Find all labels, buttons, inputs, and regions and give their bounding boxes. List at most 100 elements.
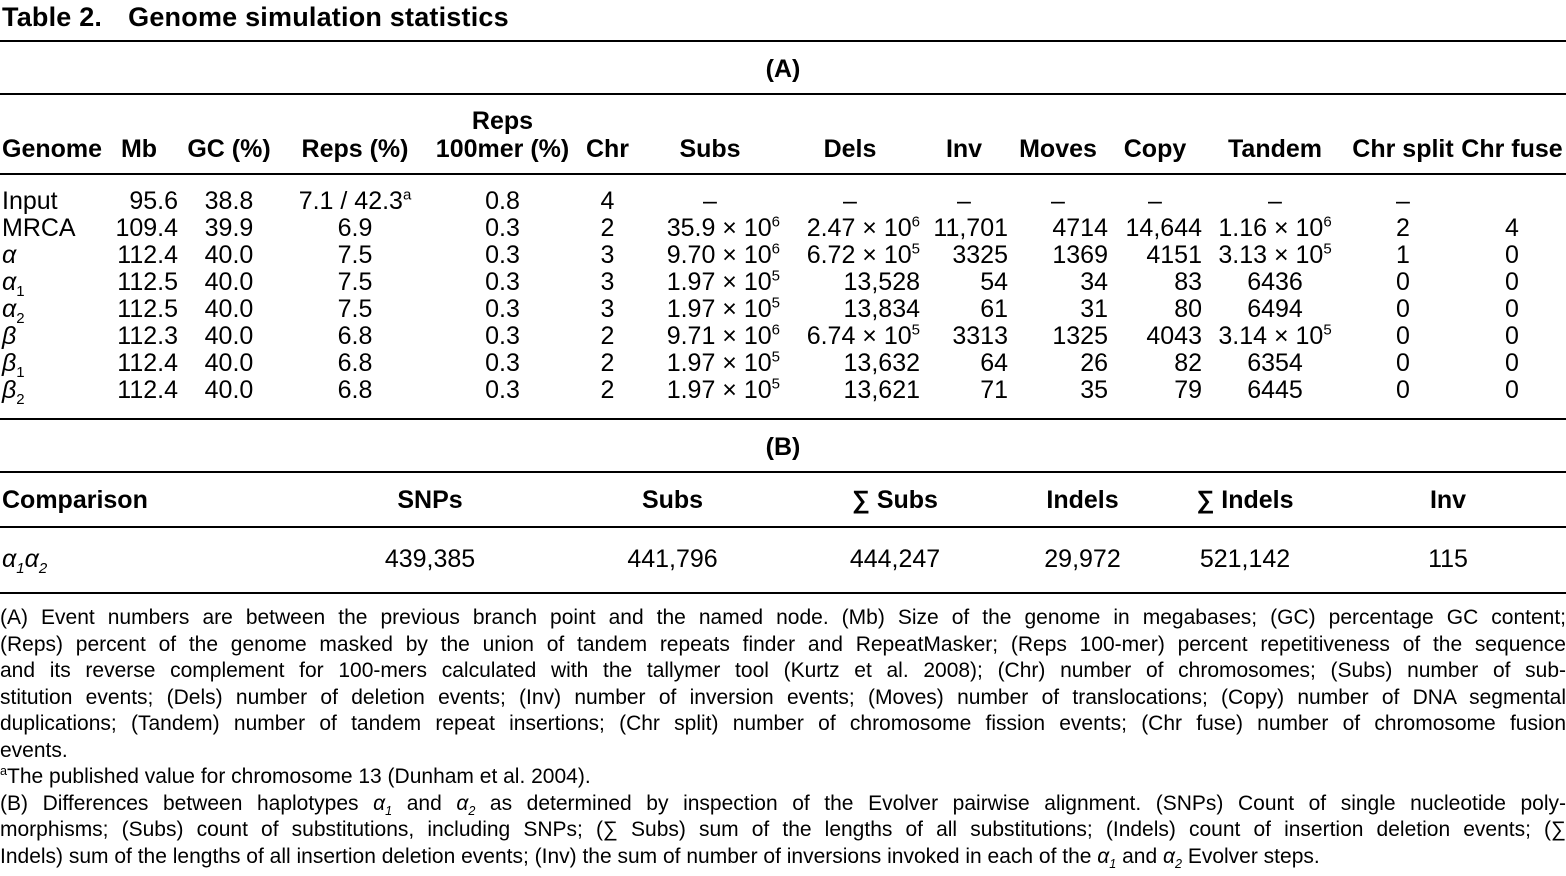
table-cell: β2 bbox=[2, 376, 25, 408]
table-cell: MRCA bbox=[2, 214, 76, 242]
table-cell: 6445 bbox=[1247, 376, 1303, 404]
footnote-line: morphisms; (Subs) count of substitutions… bbox=[0, 818, 1566, 841]
table-cell: 3313 bbox=[952, 322, 1008, 350]
table-row: α1 112.5 40.0 7.5 0.3 3 1.97 × 105 13,528 54 34 83… bbox=[0, 268, 1566, 300]
table-cell: 6.74 × 105 bbox=[806, 321, 920, 350]
table-cell: 0 bbox=[1505, 295, 1519, 323]
table-cell: 4714 bbox=[1052, 214, 1108, 242]
table-cell: 1369 bbox=[1052, 241, 1108, 269]
table-cell: 40.0 bbox=[204, 295, 254, 323]
table-cell: α1α2 bbox=[2, 545, 48, 577]
footnotes: (A) Event numbers are between the previo… bbox=[0, 605, 1566, 870]
table-cell: 6.8 bbox=[337, 349, 373, 377]
table-cell: 7.5 bbox=[337, 241, 373, 269]
table-cell: 13,834 bbox=[843, 295, 920, 323]
table-cell: – bbox=[843, 187, 857, 215]
footnote-line: (Reps) percent of the genome masked by t… bbox=[0, 632, 1566, 656]
column-header: GC (%) bbox=[178, 95, 280, 175]
table-cell: 0.3 bbox=[485, 376, 520, 404]
table-cell: 0 bbox=[1505, 241, 1519, 269]
table-row: Input 95.6 38.8 7.1 / 42.3a 0.8 4 – – – – – – – bbox=[0, 174, 1566, 215]
table-cell: 441,796 bbox=[627, 545, 718, 573]
column-header: Dels bbox=[780, 95, 920, 175]
table-cell: 31 bbox=[1080, 295, 1108, 323]
table-cell: 40.0 bbox=[204, 322, 254, 350]
footnote-line: Indels) sum of the lengths of all insert… bbox=[0, 844, 1320, 871]
table-cell: 2 bbox=[600, 376, 615, 404]
table-cell: 6.72 × 105 bbox=[806, 240, 920, 269]
table-cell: 40.0 bbox=[204, 376, 254, 404]
column-header: Tandem bbox=[1202, 95, 1348, 175]
table-row: MRCA 109.4 39.9 6.9 0.3 2 35.9 × 106 2.47 × 106… bbox=[0, 215, 1566, 242]
table-cell: 35 bbox=[1080, 376, 1108, 404]
table-cell: 0.3 bbox=[485, 349, 520, 377]
table-cell bbox=[1458, 174, 1566, 215]
table-cell: 14,644 bbox=[1125, 214, 1202, 242]
table-cell: α2 bbox=[2, 295, 25, 327]
column-header: ∑ Subs bbox=[785, 473, 1005, 528]
table-row: α1α2 439,385 441,796 444,247 29,972 521,142 11… bbox=[0, 527, 1566, 593]
column-header: ∑ Indels bbox=[1160, 473, 1330, 528]
table-cell: 0.3 bbox=[485, 322, 520, 350]
table-cell: 0 bbox=[1396, 295, 1410, 323]
table-cell: 4 bbox=[1505, 214, 1519, 242]
table-cell: 112.3 bbox=[117, 322, 178, 350]
table-cell: – bbox=[1148, 187, 1162, 215]
table-cell: 95.6 bbox=[129, 187, 178, 215]
table-cell: 521,142 bbox=[1199, 545, 1291, 573]
table-cell: 2 bbox=[1396, 214, 1410, 242]
table-cell: 38.8 bbox=[204, 187, 254, 215]
table-row: α2 112.5 40.0 7.5 0.3 3 1.97 × 105 13,834 61 31 80… bbox=[0, 295, 1566, 327]
table-cell: 61 bbox=[980, 295, 1008, 323]
table-cell: 3 bbox=[600, 295, 615, 323]
table-cell: 9.71 × 106 bbox=[666, 321, 780, 350]
table-caption-number: Table 2. bbox=[2, 2, 103, 32]
table-cell: 34 bbox=[1080, 268, 1108, 296]
footnote-line: aThe published value for chromosome 13 (… bbox=[0, 764, 591, 788]
table-cell: 13,528 bbox=[843, 268, 920, 296]
table-cell: 112.4 bbox=[117, 349, 178, 377]
table-cell: 1325 bbox=[1052, 322, 1108, 350]
table-cell: 0.3 bbox=[485, 295, 520, 323]
table-cell: 2 bbox=[600, 349, 615, 377]
table-cell: 6.8 bbox=[337, 376, 373, 404]
column-header: Reps (%) bbox=[280, 95, 430, 175]
column-header: Inv bbox=[1330, 473, 1566, 528]
table-cell: 7.5 bbox=[337, 268, 373, 296]
table-cell: 2 bbox=[600, 214, 615, 242]
column-header: Inv bbox=[920, 95, 1008, 175]
footnote-line: stitution events; (Dels) number of delet… bbox=[0, 685, 1566, 709]
footnote-line: (A) Event numbers are between the previo… bbox=[0, 606, 1566, 629]
table-cell: β bbox=[2, 322, 17, 350]
table-a: Genome Mb GC (%) Reps (%) Reps 100mer (%) Chr S… bbox=[0, 95, 1566, 420]
section-a-label: (A) bbox=[0, 42, 1566, 95]
table-cell: 6.8 bbox=[337, 322, 373, 350]
table-row: β 112.3 40.0 6.8 0.3 2 9.71 × 106 6.74 × 105 331… bbox=[0, 323, 1566, 350]
table-cell: 0.3 bbox=[485, 214, 520, 242]
table-cell: – bbox=[703, 187, 717, 215]
table-cell: 3325 bbox=[952, 241, 1008, 269]
table-cell: 6.9 bbox=[337, 214, 373, 242]
table-cell: β1 bbox=[2, 349, 25, 381]
table-cell: 83 bbox=[1174, 268, 1202, 296]
table-cell: 6494 bbox=[1247, 295, 1303, 323]
table-cell: 9.70 × 106 bbox=[666, 240, 780, 269]
table-cell: 115 bbox=[1428, 545, 1468, 573]
table-b: Comparison SNPs Subs ∑ Subs Indels ∑ Indels In… bbox=[0, 473, 1566, 594]
table-cell: 0 bbox=[1505, 322, 1519, 350]
table-cell: 6436 bbox=[1247, 268, 1303, 296]
table-cell: 2.47 × 106 bbox=[806, 213, 920, 242]
table-cell: 444,247 bbox=[849, 545, 941, 573]
column-header: Reps 100mer (%) bbox=[430, 95, 575, 175]
table-cell: 1.97 × 105 bbox=[666, 348, 780, 377]
column-header: Chr bbox=[575, 95, 640, 175]
table-cell: 35.9 × 106 bbox=[666, 213, 780, 242]
table-cell: 1 bbox=[1396, 241, 1410, 269]
table-cell: 29,972 bbox=[1044, 545, 1121, 573]
table-cell: 40.0 bbox=[204, 349, 254, 377]
table-cell: 0 bbox=[1396, 268, 1410, 296]
table-cell: 3.13 × 105 bbox=[1218, 240, 1332, 269]
table-cell: 112.5 bbox=[117, 295, 178, 323]
table-row: α 112.4 40.0 7.5 0.3 3 9.70 × 106 6.72 × 105 332… bbox=[0, 242, 1566, 269]
